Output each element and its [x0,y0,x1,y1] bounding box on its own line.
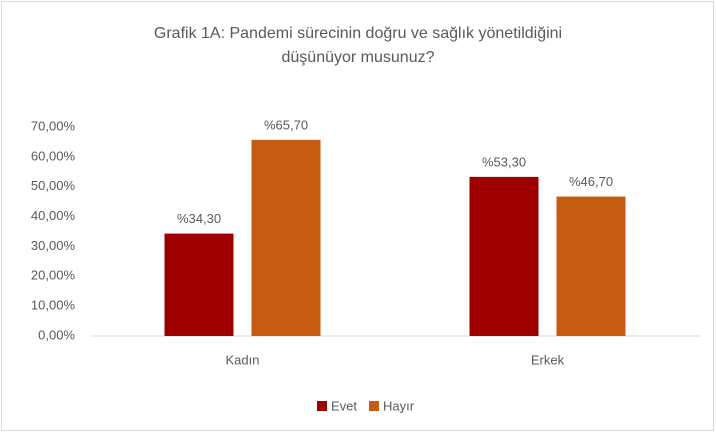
y-tick-label: 0,00% [38,327,75,342]
chart-title: Grafik 1A: Pandemi sürecinin doğru ve sa… [153,25,563,66]
bar [469,176,539,336]
legend-label: Hayır [383,398,415,413]
y-tick-label: 30,00% [31,238,76,253]
bar [164,233,234,336]
legend-label: Evet [331,398,357,413]
data-label: %53,30 [482,154,526,169]
bar [251,139,321,336]
legend-swatch [369,401,380,411]
data-label: %65,70 [264,117,308,132]
y-tick-label: 50,00% [31,178,76,193]
x-tick-label: Erkek [531,352,565,367]
y-tick-label: 20,00% [31,268,76,283]
bar [556,196,626,336]
y-tick-label: 70,00% [31,118,76,133]
y-tick-label: 60,00% [31,148,76,163]
y-tick-label: 40,00% [31,208,76,223]
y-tick-label: 10,00% [31,298,76,313]
data-label: %34,30 [177,211,221,226]
legend-swatch [317,401,327,411]
x-tick-label: Kadın [226,352,260,367]
data-label: %46,70 [569,174,613,189]
